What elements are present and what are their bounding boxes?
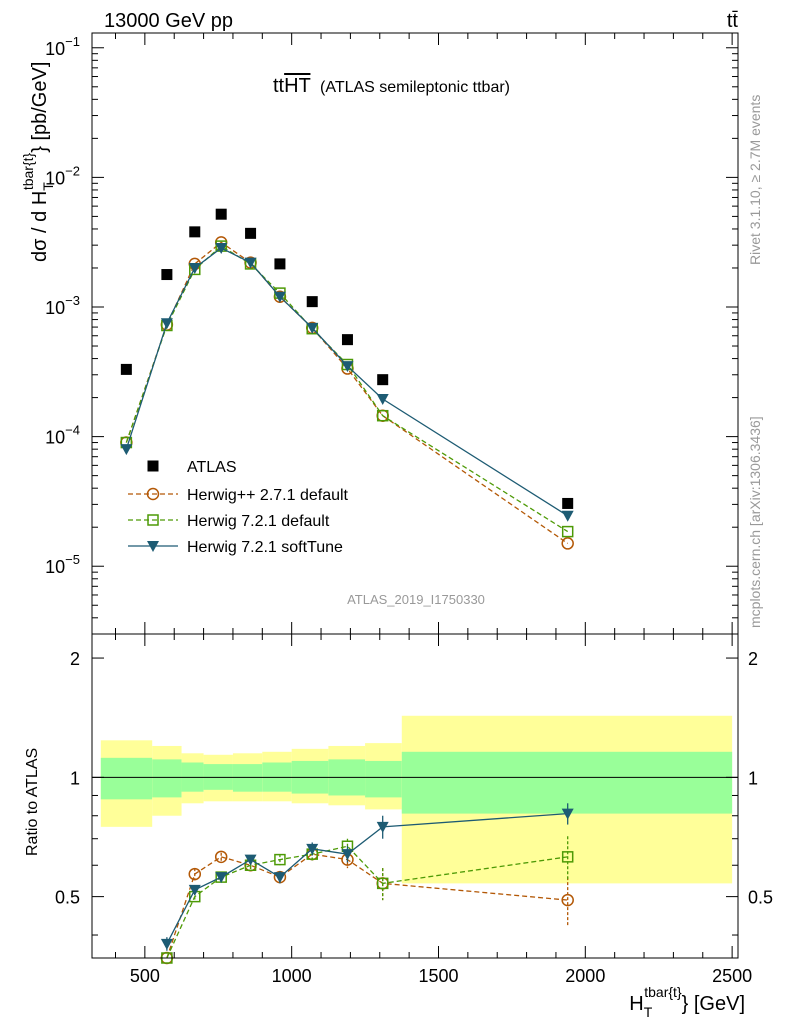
ratio-point-herwig-7-2-1-softtune (376, 821, 389, 833)
x-tick-label: 1000 (272, 966, 312, 986)
main-series-layer (120, 208, 574, 550)
ratio-point-herwig-7-2-1-softtune (273, 872, 286, 884)
ratio-point-herwig-7-2-1-softtune (160, 938, 173, 950)
ratio-y-axis-title: Ratio to ATLAS (24, 748, 41, 856)
plot-title-overline: HT (284, 75, 310, 97)
main-point-atlas (120, 363, 132, 375)
main-y-tick-label: 10−5 (45, 552, 80, 577)
legend-marker (147, 460, 159, 472)
main-point-atlas (377, 374, 389, 386)
band-inner-bin (232, 764, 263, 792)
main-point-herwig-7-2-1-softtune (273, 291, 286, 303)
ratio-point-herwig-7-2-1-softtune (244, 854, 257, 866)
main-line-herwig-7-2-1-softtune (125, 247, 569, 517)
plot-title-main: tt (273, 75, 285, 97)
main-y-axis-title: dσ / d HTtbar{t}} [pb/GeV] (20, 62, 56, 262)
main-y-tick-label: 10−2 (45, 163, 80, 188)
legend-label: Herwig 7.2.1 default (187, 513, 330, 530)
main-point-herwig-7-2-1-softtune (306, 322, 319, 334)
main-point-herwig-7-2-1-softtune (215, 243, 228, 255)
legend-label: ATLAS (187, 459, 237, 476)
main-point-herwig-7-2-1-softtune (244, 257, 257, 269)
main-point-herwig-7-2-1-default (376, 409, 389, 422)
main-point-herwig-2-7-1-default (561, 537, 574, 550)
band-inner-bin (401, 751, 733, 814)
plot-title: ttHT (ATLAS semileptonic ttbar) (273, 75, 510, 97)
main-point-herwig-7-2-1-softtune (160, 318, 173, 330)
main-y-tick-label: 10−4 (45, 423, 80, 448)
main-point-atlas (161, 269, 173, 281)
main-point-herwig-7-2-1-softtune (376, 394, 389, 406)
mcplots-label: mcplots.cern.ch [arXiv:1306.3436] (747, 416, 763, 628)
ratio-uncertainty-bands (100, 715, 733, 884)
main-point-atlas (215, 208, 227, 220)
ratio-point-herwig-7-2-1-softtune (188, 884, 201, 896)
main-point-herwig-7-2-1-softtune (341, 361, 354, 373)
main-point-atlas (245, 227, 257, 239)
plot-title-paren: (ATLAS semileptonic ttbar) (320, 79, 510, 96)
ratio-point-herwig-7-2-1-softtune (561, 808, 574, 820)
ratio-point-herwig-7-2-1-default (561, 851, 574, 863)
legend-label: Herwig++ 2.7.1 default (187, 487, 349, 504)
main-point-herwig-7-2-1-softtune (188, 262, 201, 274)
legend: ATLAS Herwig++ 2.7.1 default Herwig 7.2.1 … (128, 459, 349, 556)
x-axis-title: HTtbar{t}} [GeV] (629, 984, 745, 1020)
band-inner-bin (100, 757, 153, 800)
ratio-y-tick-label-left: 2 (70, 649, 80, 669)
legend-marker (147, 514, 159, 526)
x-tick-label: 2500 (712, 966, 752, 986)
ratio-y-tick-label-right: 1 (748, 768, 758, 788)
band-inner-bin (152, 759, 182, 798)
main-point-herwig-7-2-1-softtune (120, 444, 133, 456)
ratio-y-tick-label-left: 1 (70, 768, 80, 788)
main-point-herwig-7-2-1-default (561, 525, 574, 538)
main-y-tick-label: 10−3 (45, 293, 80, 318)
ratio-y-tick-label-right: 0.5 (748, 888, 773, 908)
energy-label: 13000 GeV pp (104, 10, 233, 32)
ratio-point-herwig-7-2-1-softtune (341, 849, 354, 861)
legend-marker (147, 541, 159, 552)
analysis-id: ATLAS_2019_I1750330 (347, 592, 485, 607)
band-inner-bin (365, 760, 402, 798)
ratio-point-herwig-2-7-1-default (214, 850, 228, 864)
ratio-point-herwig-2-7-1-default (188, 867, 202, 881)
ratio-point-herwig-7-2-1-softtune (306, 843, 319, 855)
ratio-point-herwig-2-7-1-default (561, 893, 574, 907)
ratio-y-tick-label-left: 0.5 (55, 888, 80, 908)
main-point-herwig-7-2-1-softtune (561, 510, 574, 522)
ratio-series-layer (160, 803, 574, 965)
x-tick-label: 2000 (565, 966, 605, 986)
process-label: tt̄ (727, 10, 739, 32)
ratio-plot-frame (91, 633, 739, 959)
ratio-y-tick-label-right: 2 (748, 649, 758, 669)
legend-label: Herwig 7.2.1 softTune (187, 539, 343, 556)
main-point-atlas (274, 258, 286, 270)
main-point-atlas (306, 296, 318, 308)
main-point-atlas (341, 334, 353, 346)
main-point-atlas (562, 497, 574, 509)
main-point-atlas (189, 226, 201, 238)
rivet-label: Rivet 3.1.10, ≥ 2.7M events (747, 95, 763, 265)
main-line-herwig-7-2-1-default (125, 245, 569, 533)
legend-marker (146, 487, 160, 501)
ratio-point-herwig-7-2-1-softtune (215, 872, 228, 884)
x-tick-label: 1500 (418, 966, 458, 986)
main-y-tick-label: 10−1 (45, 34, 80, 59)
axes-layer: 500 1000 1500 2000 2500 10−5 10−4 10−3 10−2 10−1 0… (45, 32, 773, 986)
x-tick-label: 500 (130, 966, 160, 986)
ratio-line-herwig-2-7-1-default (166, 853, 568, 959)
ratio-point-herwig-7-2-1-default (376, 877, 389, 890)
ratio-point-herwig-7-2-1-default (274, 853, 286, 866)
